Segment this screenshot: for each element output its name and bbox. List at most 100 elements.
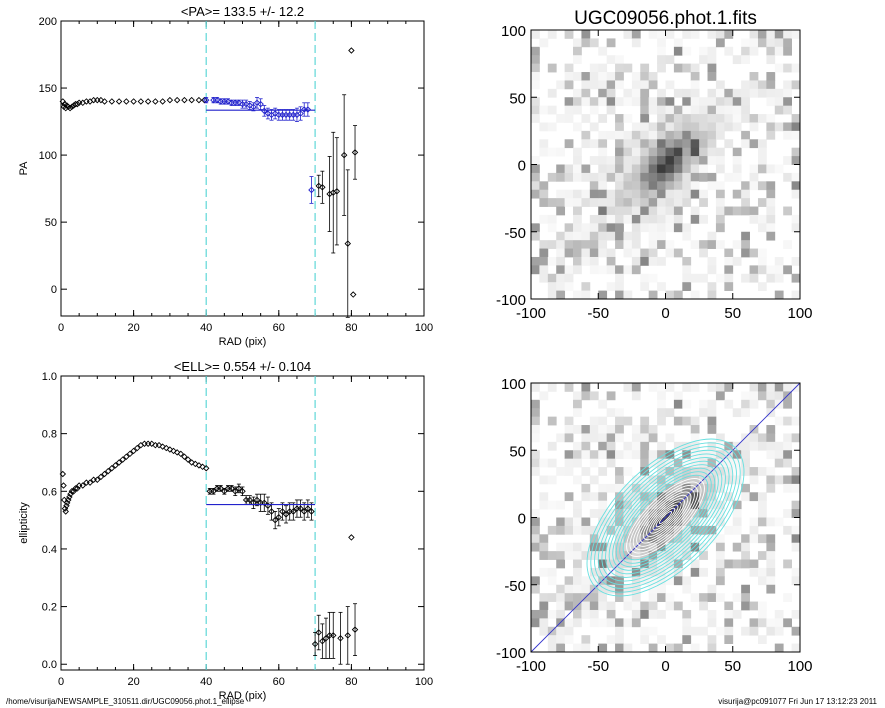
image-pixel <box>657 509 666 518</box>
image-pixel <box>783 63 792 73</box>
x-tick-label: 80 <box>345 676 357 688</box>
image-pixel <box>615 584 624 594</box>
image-pixel <box>589 156 599 165</box>
y-axis-label: ellipticity <box>18 502 30 544</box>
image-pixel <box>665 433 675 443</box>
image-pixel <box>690 240 700 249</box>
image-pixel <box>598 467 608 476</box>
image-pixel <box>715 114 725 123</box>
image-pixel <box>606 282 616 291</box>
image-pixel <box>715 214 725 224</box>
image-pixel <box>699 567 708 577</box>
data-point <box>173 96 181 104</box>
image-pixel <box>648 458 658 468</box>
image-pixel <box>531 156 540 165</box>
image-pixel <box>699 273 708 283</box>
image-pixel <box>657 130 666 140</box>
image-pixel <box>598 290 608 300</box>
image-pixel <box>682 618 692 628</box>
image-pixel <box>690 189 700 199</box>
image-pixel <box>640 467 650 476</box>
image-pixel <box>682 584 692 594</box>
data-point-outer <box>333 188 341 195</box>
image-pixel <box>690 643 700 653</box>
image-pixel <box>657 214 666 224</box>
image-pixel <box>715 576 725 586</box>
data-point-fit <box>304 106 312 113</box>
image-pixel <box>657 46 666 56</box>
image-pixel <box>766 122 776 132</box>
image-pixel <box>531 609 540 619</box>
image-pixel <box>606 97 616 107</box>
image-pixel <box>640 181 650 191</box>
image-pixel <box>690 164 700 174</box>
image-pixel <box>749 618 759 628</box>
image-pixel <box>682 147 692 157</box>
image-pixel <box>741 273 750 283</box>
image-pixel <box>648 223 658 233</box>
y-tick-label: 0 <box>51 284 57 296</box>
image-pixel <box>573 567 582 577</box>
image-pixel <box>682 399 692 409</box>
image-pixel <box>707 88 717 98</box>
image-pixel <box>657 282 666 291</box>
image-pixel <box>564 63 574 73</box>
y-tick-label: 0 <box>518 158 526 175</box>
image-pixel <box>573 609 582 619</box>
image-pixel <box>547 30 557 39</box>
image-pixel <box>757 223 767 233</box>
image-pixel <box>631 223 641 233</box>
image-pixel <box>589 416 599 426</box>
image-pixel <box>547 240 557 249</box>
image-pixel <box>791 433 801 443</box>
data-point-fit <box>221 488 228 495</box>
image-pixel <box>690 500 700 510</box>
image-pixel <box>598 164 608 174</box>
image-pixel <box>699 248 708 258</box>
image-pixel <box>564 576 574 586</box>
image-pixel <box>699 97 708 107</box>
image-pixel <box>657 584 666 594</box>
image-pixel <box>682 122 692 132</box>
image-pixel <box>657 114 666 123</box>
image-pixel <box>657 231 666 241</box>
data-point-fit <box>308 508 315 515</box>
image-pixel <box>682 156 692 165</box>
image-pixel <box>598 240 608 249</box>
image-pixel <box>657 542 666 552</box>
image-pixel <box>539 551 549 560</box>
image-pixel <box>556 147 566 157</box>
image-pixel <box>623 248 633 258</box>
image-pixel <box>774 273 784 283</box>
image-pixel <box>791 114 801 123</box>
image-pixel <box>665 551 675 560</box>
image-pixel <box>606 517 616 527</box>
image-pixel <box>724 383 734 392</box>
image-pixel <box>640 189 650 199</box>
image-pixel <box>707 114 717 123</box>
image-pixel <box>690 492 700 502</box>
image-pixel <box>531 467 540 476</box>
image-pixel <box>783 559 792 569</box>
image-pixel <box>673 46 683 56</box>
image-pixel <box>657 635 666 644</box>
image-pixel <box>573 256 582 266</box>
x-tick-label: -100 <box>516 658 546 675</box>
galaxy-contour-panel: -100 -50 0 50 100 -100 -50 0 50 100 <box>496 376 813 675</box>
isophote-contour <box>629 481 702 554</box>
image-pixel <box>682 172 692 182</box>
data-point-outer <box>319 184 326 191</box>
image-pixel <box>589 189 599 199</box>
image-pixel <box>665 248 675 258</box>
image-pixel <box>531 231 540 241</box>
image-pixel <box>682 256 692 266</box>
image-pixel <box>724 105 734 115</box>
image-pixel <box>699 450 708 460</box>
data-point <box>126 450 134 458</box>
image-pixel <box>648 214 658 224</box>
image-pixel <box>699 105 708 115</box>
image-pixel <box>648 626 658 636</box>
image-pixel <box>573 231 582 241</box>
image-pixel <box>774 164 784 174</box>
image-pixel <box>606 172 616 182</box>
